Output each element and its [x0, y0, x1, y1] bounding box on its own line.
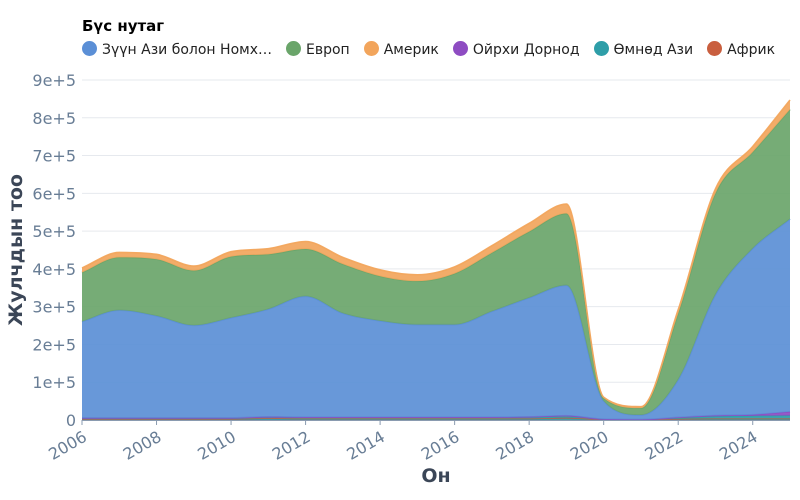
legend-label: Зүүн Ази болон Номх… — [102, 42, 272, 58]
legend-swatch — [82, 41, 97, 56]
legend-label: Ойрхи Дорнод — [472, 42, 580, 58]
legend-swatch — [363, 41, 379, 56]
x-axis: 2006 2008 2010 2012 2014 2016 2018 2020 2022 2024 — [45, 420, 790, 464]
legend-item[interactable]: Европ — [285, 41, 350, 58]
legend-label: Өмнөд Ази — [613, 42, 694, 58]
y-tick-label: 5e+5 — [32, 222, 76, 241]
series-areas — [81, 99, 791, 421]
legend-swatch — [452, 41, 468, 56]
x-tick-label: 2014 — [343, 427, 388, 464]
legend-item[interactable]: Африк — [707, 41, 775, 58]
y-tick-label: 0 — [66, 411, 76, 430]
x-tick-label: 2018 — [492, 427, 537, 464]
y-axis: 0 1e+5 2e+5 3e+5 4e+5 5e+5 6e+5 7e+5 8e+5 9e+5 — [32, 71, 76, 430]
y-tick-label: 7e+5 — [32, 147, 76, 166]
legend-label: Европ — [305, 42, 350, 58]
legend-swatch — [593, 41, 609, 56]
area-5b8fd6[interactable] — [82, 219, 790, 420]
x-tick-label: 2016 — [418, 427, 463, 464]
x-axis-title: Он — [421, 465, 450, 487]
y-axis-title: Жулчдын тоо — [5, 174, 27, 326]
legend-title: Бүс нутаг — [82, 17, 165, 35]
area-6aa56a[interactable] — [82, 109, 790, 415]
legend-item[interactable]: Зүүн Ази болон Номх… — [82, 41, 272, 58]
y-tick-label: 2e+5 — [32, 335, 76, 354]
legend-swatch — [285, 41, 301, 56]
y-tick-label: 4e+5 — [32, 260, 76, 279]
y-tick-label: 6e+5 — [32, 184, 76, 203]
x-tick-label: 2012 — [269, 427, 314, 464]
legend-item[interactable]: Ойрхи Дорнод — [452, 41, 580, 58]
legend-label: Африк — [727, 42, 776, 58]
legend-swatch — [707, 41, 723, 56]
x-tick-label: 2008 — [120, 427, 165, 464]
y-tick-label: 3e+5 — [32, 298, 76, 317]
legend: Зүүн Ази болон Номх… Европ Америк Ойрхи Дор… — [82, 41, 789, 58]
area-edge-line — [81, 99, 791, 408]
x-tick-label: 2020 — [567, 427, 612, 464]
y-tick-label: 1e+5 — [32, 373, 76, 392]
x-tick-label: 2022 — [641, 427, 686, 464]
legend-label: Америк — [383, 42, 439, 58]
x-tick-label: 2006 — [45, 427, 90, 464]
y-tick-label: 8e+5 — [32, 109, 76, 128]
legend-item[interactable]: Өмнөд Ази — [593, 41, 694, 58]
legend-item[interactable]: Америк — [363, 41, 439, 58]
x-tick-label: 2024 — [716, 427, 761, 464]
x-tick-label: 2010 — [194, 427, 239, 464]
y-tick-label: 9e+5 — [32, 71, 76, 90]
